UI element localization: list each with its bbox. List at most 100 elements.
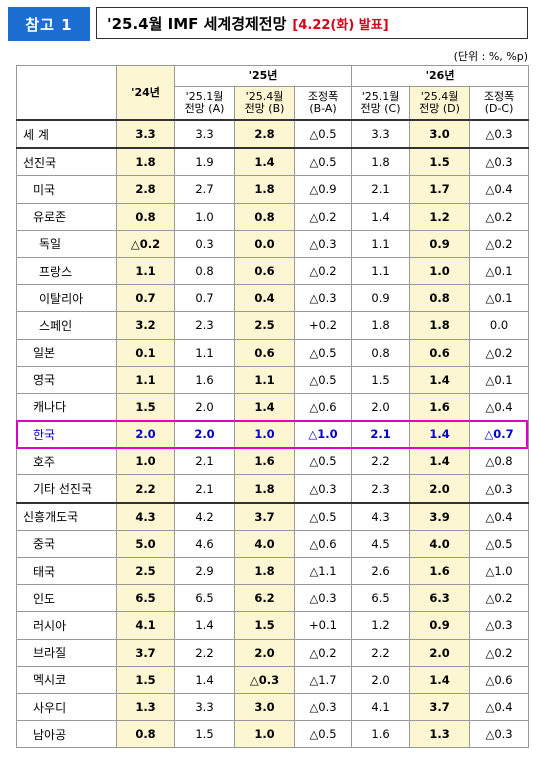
corner-header: [16, 65, 117, 121]
value-25-adj: △0.2: [293, 202, 353, 231]
table-row: 영국 1.1 1.6 1.1 △0.5 1.5 1.4 △0.1: [16, 365, 530, 394]
value-26-jan: 1.1: [351, 229, 411, 258]
release-date: [4.22(화) 발표]: [292, 17, 389, 33]
value-2024: 3.7: [116, 638, 175, 667]
value-25-jan: 2.1: [174, 474, 235, 504]
table-row: 사우디 1.3 3.3 3.0 △0.3 4.1 3.7 △0.4: [16, 692, 530, 722]
value-26-apr: 3.0: [409, 118, 471, 149]
value-25-jan: 2.0: [174, 420, 235, 449]
value-26-jan: 1.6: [351, 720, 411, 749]
value-2024: 1.5: [116, 665, 175, 694]
value-25-jan: 1.0: [174, 202, 235, 231]
value-25-jan: 1.9: [174, 147, 235, 177]
value-25-adj: △0.5: [293, 447, 353, 476]
value-26-jan: 1.4: [351, 202, 411, 231]
value-26-adj: △0.3: [469, 118, 530, 149]
value-2024: 1.3: [116, 692, 175, 722]
value-26-jan: 1.1: [351, 256, 411, 286]
country-label: 러시아: [16, 611, 117, 640]
value-25-apr: 6.2: [234, 584, 295, 613]
value-26-jan: 1.5: [351, 365, 411, 394]
country-label: 신흥개도국: [16, 501, 117, 531]
value-2024: 4.3: [116, 501, 175, 531]
value-26-jan: 2.1: [351, 175, 411, 204]
value-26-apr: 2.0: [409, 638, 471, 667]
country-label: 일본: [16, 338, 117, 367]
value-26-apr: 3.7: [409, 692, 471, 722]
value-25-adj: △0.5: [293, 147, 353, 177]
value-26-apr: 1.2: [409, 202, 471, 231]
value-26-adj: △0.3: [469, 147, 530, 177]
value-25-adj: △0.5: [293, 338, 353, 367]
value-25-adj: △0.9: [293, 175, 353, 204]
col-2024-header: '24년: [116, 65, 175, 121]
title-box: '25.4월 IMF 세계경제전망 [4.22(화) 발표]: [96, 7, 528, 39]
value-25-jan: 1.5: [174, 720, 235, 749]
col-25-apr-header: '25.4월 전망 (B): [234, 86, 295, 121]
value-26-adj: △0.7: [469, 420, 530, 449]
table-row: 미국 2.8 2.7 1.8 △0.9 2.1 1.7 △0.4: [16, 175, 530, 204]
value-26-jan: 1.8: [351, 311, 411, 340]
value-26-jan: 2.1: [351, 420, 411, 449]
value-25-adj: △0.6: [293, 529, 353, 559]
value-26-apr: 6.3: [409, 584, 471, 613]
reference-badge: 참고 1: [8, 7, 90, 41]
value-2024: 2.0: [116, 420, 175, 449]
value-2024: 1.0: [116, 447, 175, 476]
table-row: 멕시코 1.5 1.4 △0.3 △1.7 2.0 1.4 △0.6: [16, 665, 530, 694]
value-25-adj: △0.5: [293, 365, 353, 394]
value-25-apr: 1.8: [234, 474, 295, 504]
value-26-adj: △0.3: [469, 611, 530, 640]
col-25-adj-header: 조정폭 (B-A): [293, 86, 353, 121]
value-25-apr: 3.0: [234, 692, 295, 722]
value-26-apr: 0.6: [409, 338, 471, 367]
value-2024: 1.1: [116, 256, 175, 286]
value-25-adj: △0.5: [293, 501, 353, 531]
value-25-adj: △0.3: [293, 692, 353, 722]
country-label: 선진국: [16, 147, 117, 177]
value-2024: 2.8: [116, 175, 175, 204]
country-label: 영국: [16, 365, 117, 394]
value-25-apr: 1.5: [234, 611, 295, 640]
table-row: 러시아 4.1 1.4 1.5 +0.1 1.2 0.9 △0.3: [16, 611, 530, 640]
value-25-adj: △1.1: [293, 556, 353, 586]
value-26-apr: 1.3: [409, 720, 471, 749]
value-25-apr: 1.4: [234, 392, 295, 422]
value-25-apr: 1.0: [234, 420, 295, 449]
value-25-adj: △0.5: [293, 118, 353, 149]
value-26-adj: △0.1: [469, 256, 530, 286]
table-row: 일본 0.1 1.1 0.6 △0.5 0.8 0.6 △0.2: [16, 338, 530, 367]
value-26-apr: 1.6: [409, 392, 471, 422]
table-row: 브라질 3.7 2.2 2.0 △0.2 2.2 2.0 △0.2: [16, 638, 530, 667]
value-25-apr: 2.5: [234, 311, 295, 340]
value-25-jan: 3.3: [174, 692, 235, 722]
value-26-adj: △0.2: [469, 202, 530, 231]
value-25-jan: 2.1: [174, 447, 235, 476]
col-26-apr-header: '25.4월 전망 (D): [409, 86, 471, 121]
country-label: 한국: [16, 420, 117, 449]
value-26-adj: 0.0: [469, 311, 530, 340]
unit-note: (단위 : %, %p): [453, 50, 528, 63]
table-row: 이탈리아 0.7 0.7 0.4 △0.3 0.9 0.8 △0.1: [16, 284, 530, 313]
report-header: 참고 1 '25.4월 IMF 세계경제전망 [4.22(화) 발표]: [8, 7, 528, 41]
country-label: 사우디: [16, 692, 117, 722]
value-26-adj: △0.4: [469, 392, 530, 422]
value-25-apr: 0.6: [234, 256, 295, 286]
value-25-jan: 1.6: [174, 365, 235, 394]
value-26-apr: 1.6: [409, 556, 471, 586]
country-label: 유로존: [16, 202, 117, 231]
value-25-adj: △0.3: [293, 229, 353, 258]
country-label: 독일: [16, 229, 117, 258]
value-26-adj: △0.4: [469, 692, 530, 722]
value-26-adj: △0.5: [469, 529, 530, 559]
country-label: 호주: [16, 447, 117, 476]
value-26-apr: 0.9: [409, 229, 471, 258]
country-label: 멕시코: [16, 665, 117, 694]
value-25-jan: 2.0: [174, 392, 235, 422]
table-row: 독일 △0.2 0.3 0.0 △0.3 1.1 0.9 △0.2: [16, 229, 530, 258]
value-26-adj: △0.8: [469, 447, 530, 476]
value-25-adj: △0.6: [293, 392, 353, 422]
value-26-apr: 1.0: [409, 256, 471, 286]
value-26-adj: △0.2: [469, 229, 530, 258]
value-26-jan: 0.9: [351, 284, 411, 313]
